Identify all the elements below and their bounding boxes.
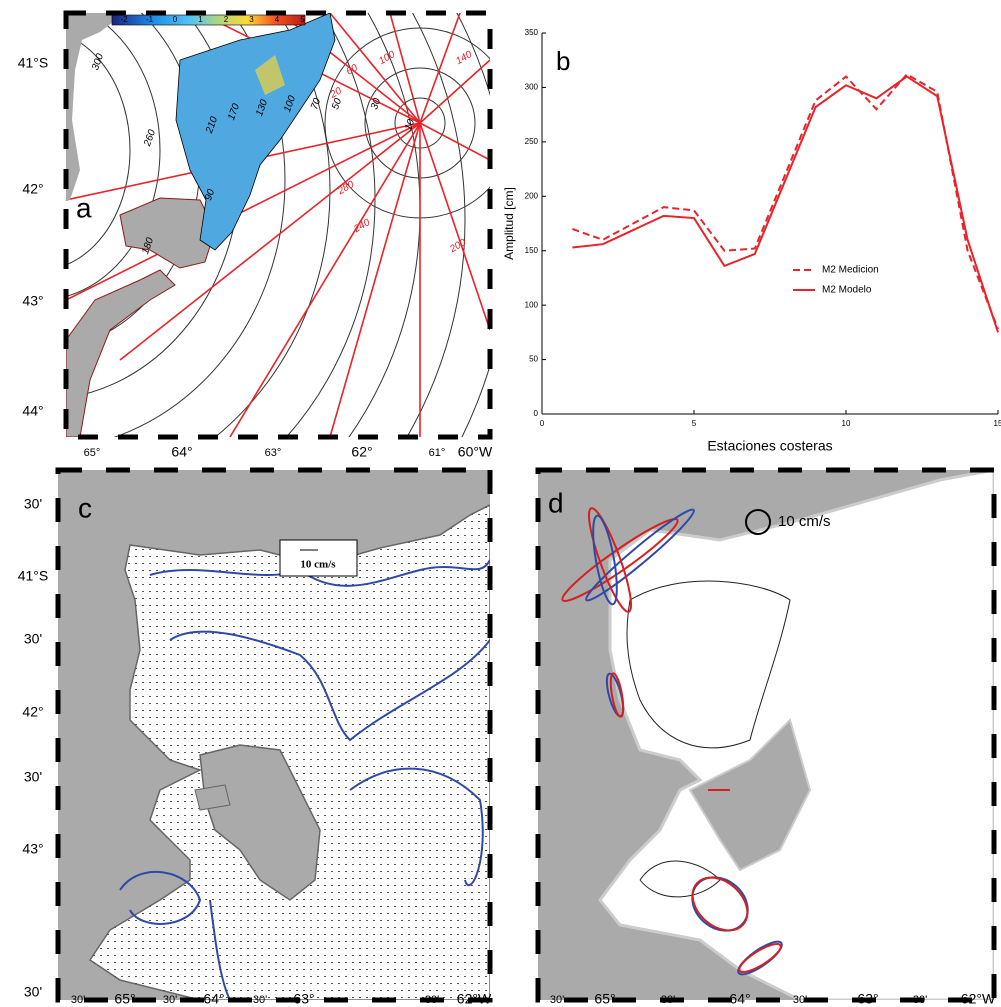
frame (535, 467, 997, 1003)
lon-label: 30' (913, 994, 927, 1006)
y-tick-label: 200 (525, 191, 539, 200)
y-tick-label: 50 (529, 355, 538, 364)
map-c (58, 470, 490, 1000)
lat-label: 41°S (18, 55, 49, 71)
lat-label: 44° (22, 403, 43, 419)
colorbar-tick-label: 2 (224, 15, 229, 24)
scale-label: 10 cm/s (778, 513, 831, 530)
panel-label: c (78, 492, 92, 523)
lon-label: 30' (253, 994, 267, 1006)
lat-label: 42° (22, 181, 43, 197)
y-tick-label: 0 (534, 409, 539, 418)
lat-label: 30' (24, 496, 42, 512)
colorbar-tick-label: 0 (173, 15, 178, 24)
colorbar-tick-label: 3 (249, 15, 254, 24)
contour-label: 60 (345, 62, 361, 77)
lon-label: 64° (729, 991, 750, 1007)
panel-label: b (556, 46, 570, 76)
y-tick-label: 150 (525, 246, 539, 255)
x-tick-label: 15 (994, 419, 1001, 428)
y-tick-label: 250 (525, 137, 539, 146)
panel-label: a (76, 192, 92, 223)
colorbar-tick-label: -2 (120, 15, 128, 24)
lon-label: 63° (293, 991, 314, 1007)
legend-label: M2 Medicion (822, 265, 879, 276)
x-tick-label: 10 (842, 419, 851, 428)
colorbar-tick-label: 5 (300, 15, 305, 24)
scale-label: 10 cm/s (300, 559, 336, 571)
lon-label: 30' (71, 994, 85, 1006)
lon-label: 65° (114, 991, 135, 1007)
legend-label: M2 Modelo (822, 285, 872, 296)
lon-label: 65° (594, 991, 615, 1007)
lon-label: 60°W (458, 444, 493, 460)
lat-label: 43° (22, 293, 43, 309)
panel-label: d (548, 487, 564, 518)
lon-label: 62° (351, 444, 372, 460)
contour-label: 90 (203, 188, 217, 203)
lon-label: 30' (661, 994, 675, 1006)
lat-label: 43° (22, 841, 43, 857)
frame (55, 467, 493, 1003)
contour-label: 50 (330, 97, 344, 112)
lat-label: 41°S (18, 568, 49, 584)
lon-label: 62°W (457, 991, 492, 1007)
y-tick-label: 100 (525, 300, 539, 309)
series-line (572, 75, 999, 333)
lon-label: 64° (203, 991, 224, 1007)
lon-label: 61° (429, 447, 446, 459)
contour-label: 30 (369, 97, 383, 112)
lon-label: 63° (265, 447, 282, 459)
lon-label: 65° (84, 447, 101, 459)
x-tick-label: 0 (540, 419, 545, 428)
colorbar-tick-label: 1 (198, 15, 203, 24)
lat-label: 30' (24, 769, 42, 785)
lon-label: 30' (793, 994, 807, 1006)
colorbar-tick-label: -1 (146, 15, 154, 24)
series-line (572, 73, 999, 330)
contour-label: 10 (403, 118, 417, 133)
lon-label: 30' (425, 994, 439, 1006)
lon-label: 62°W (961, 991, 996, 1007)
contour-label: 70 (309, 97, 323, 112)
lon-label: 30' (163, 994, 177, 1006)
lat-label: 30' (24, 631, 42, 647)
colorbar-tick-label: 4 (275, 15, 280, 24)
lat-label: 42° (22, 704, 43, 720)
x-axis-label: Estaciones costeras (707, 438, 832, 454)
lon-label: 30' (550, 994, 564, 1006)
map-a (66, 13, 490, 437)
map-d (538, 470, 994, 1000)
lon-label: 64° (171, 444, 192, 460)
colorbar (111, 14, 306, 26)
lon-label: 63° (857, 991, 878, 1007)
frame (63, 10, 493, 440)
y-tick-label: 350 (525, 28, 539, 37)
contour-label: 20 (328, 85, 344, 101)
lat-label: 30' (24, 984, 42, 1000)
y-tick-label: 300 (525, 83, 539, 92)
y-axis-label: Amplitud [cm] (502, 187, 516, 260)
x-tick-label: 5 (692, 419, 697, 428)
